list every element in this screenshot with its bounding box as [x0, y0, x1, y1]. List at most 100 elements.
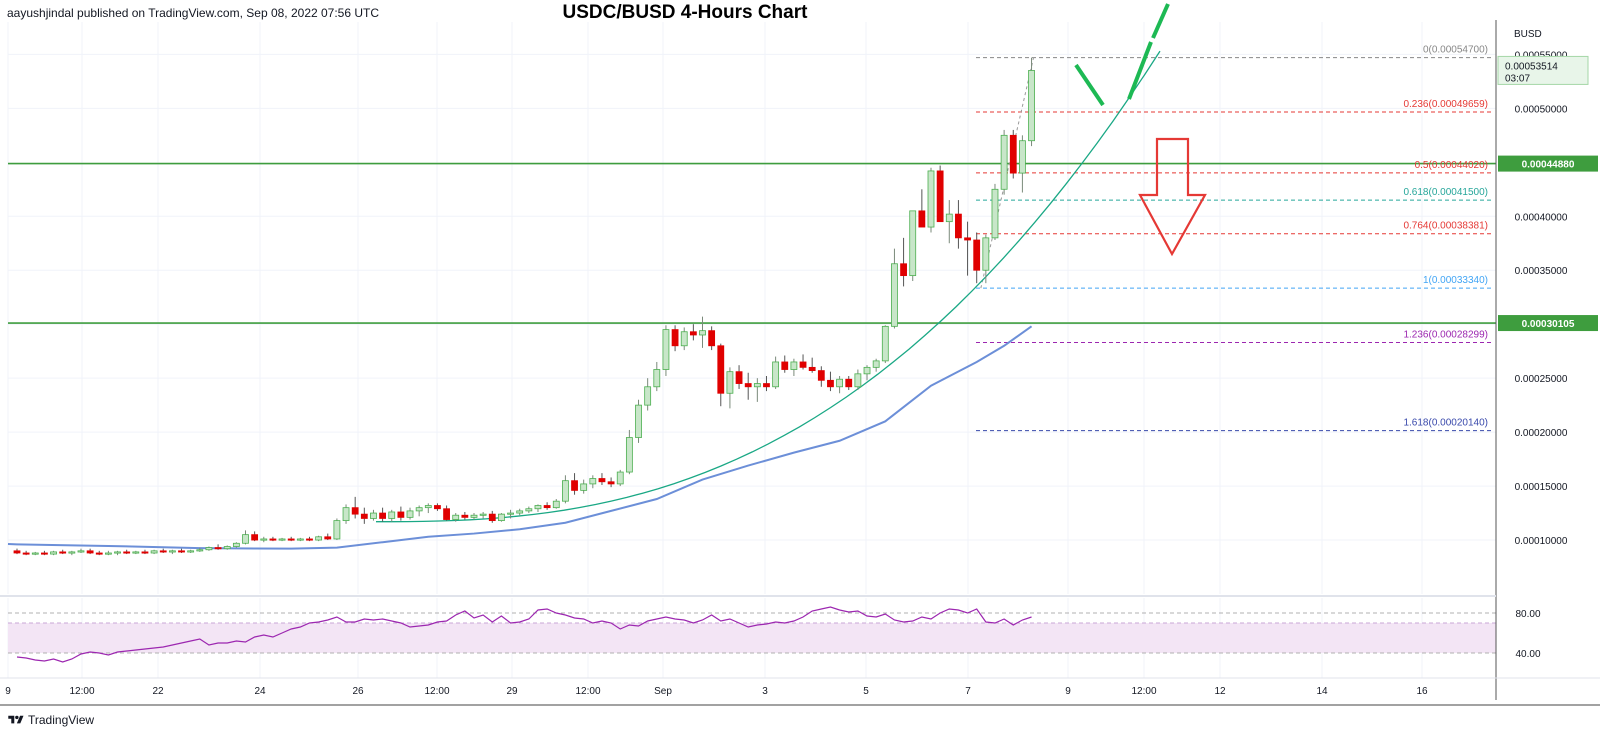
x-tick-label: 12	[1214, 686, 1226, 697]
x-tick-label: 3	[762, 686, 768, 697]
rsi-level-label: 80.00	[1515, 609, 1540, 620]
candle-body	[150, 550, 158, 554]
y-tick-label: 0.00010000	[1515, 536, 1568, 547]
x-tick-label: 7	[965, 686, 971, 697]
candle-body	[461, 514, 469, 518]
candle-body	[397, 511, 405, 518]
candle-body	[424, 505, 432, 509]
candle-body	[507, 512, 514, 515]
candle-body	[251, 534, 259, 541]
candle-body	[13, 550, 21, 554]
candle-body	[918, 210, 926, 228]
candle-body	[443, 508, 450, 520]
x-tick-label: 5	[863, 686, 869, 697]
support-resistance-lines	[8, 162, 1496, 324]
candle-body	[1028, 70, 1035, 142]
candle-body	[845, 378, 853, 388]
candle-body	[817, 370, 825, 381]
candle-body	[86, 550, 94, 554]
candle-body	[415, 507, 423, 512]
fib-level-label: 0.618(0.00041500)	[1403, 187, 1488, 198]
candle-body	[671, 329, 679, 347]
candle-body	[452, 514, 460, 520]
rsi-pane: 80.00 40.00	[8, 606, 1541, 663]
candle-body	[964, 237, 971, 241]
candle-body	[616, 471, 624, 485]
x-tick-label: 22	[152, 686, 164, 697]
x-tick-label: 12:00	[575, 686, 600, 697]
candle-body	[114, 551, 121, 554]
candle-body	[872, 360, 880, 368]
chart-title: USDC/BUSD 4-Hours Chart	[562, 2, 808, 23]
candle-body	[854, 373, 862, 388]
candle-body	[278, 538, 286, 541]
candle-body	[1009, 134, 1017, 174]
candle-body	[863, 366, 871, 375]
fib-level-label: 1.236(0.00028299)	[1403, 330, 1488, 341]
moving-average	[7, 325, 1033, 550]
last-price-label: 0.00053514	[1505, 61, 1558, 72]
x-tick-label: 12:00	[424, 686, 449, 697]
candle-body	[644, 386, 652, 406]
fib-level-label: 0.236(0.00049659)	[1403, 99, 1488, 110]
candle-body	[726, 371, 734, 394]
candle-body	[625, 437, 633, 473]
candle-body	[342, 507, 350, 522]
candle-body	[434, 505, 441, 510]
check-stroke-b	[1127, 41, 1153, 100]
candle-body	[744, 383, 752, 388]
candle-body	[269, 538, 277, 541]
candle-body	[77, 550, 85, 553]
candle-body	[891, 263, 898, 327]
candle-body	[662, 329, 670, 370]
candle-body	[333, 520, 341, 540]
candle-body	[479, 513, 487, 516]
x-tick-label: Sep	[654, 686, 672, 697]
candle-body	[406, 510, 414, 518]
y-tick-label: 0.00020000	[1515, 428, 1568, 439]
candle-body	[936, 170, 944, 223]
rsi-level-label: 40.00	[1515, 649, 1540, 660]
fib-level-label: 1(0.00033340)	[1423, 275, 1488, 286]
x-tick-label: 24	[254, 686, 266, 697]
candlesticks	[13, 57, 1035, 556]
candle-body	[132, 551, 140, 554]
candle-body	[159, 550, 167, 553]
candle-body	[763, 383, 770, 388]
candle-body	[59, 551, 67, 554]
last-price-badge	[1497, 55, 1589, 85]
candle-body	[498, 513, 505, 522]
candle-body	[232, 542, 240, 547]
candle-body	[589, 478, 597, 485]
candle-body	[205, 547, 213, 551]
candle-body	[772, 361, 780, 388]
candle-body	[945, 213, 953, 223]
fib-level-label: 1.618(0.00020140)	[1403, 418, 1488, 429]
x-tick-label: 9	[5, 686, 11, 697]
candle-body	[982, 237, 990, 271]
candle-body	[827, 379, 834, 388]
candle-body	[991, 188, 999, 239]
check-stroke-a	[1074, 63, 1105, 107]
candle-body	[168, 550, 176, 553]
rsi-band	[8, 623, 1496, 653]
y-axis-unit: BUSD	[1514, 29, 1542, 40]
candle-body	[105, 552, 112, 555]
candle-body	[598, 478, 606, 483]
candle-body	[973, 239, 981, 271]
candle-body	[50, 551, 57, 555]
price-badge-label: 0.00044880	[1522, 160, 1575, 171]
x-tick-label: 29	[506, 686, 518, 697]
candle-body	[95, 552, 103, 555]
candle-body	[653, 369, 661, 388]
footer-brand[interactable]: TradingView	[8, 713, 94, 727]
x-tick-label: 12:00	[1131, 686, 1156, 697]
y-tick-label: 0.00055000	[1515, 50, 1568, 61]
candle-body	[836, 378, 843, 388]
candle-body	[68, 551, 76, 554]
candle-body	[680, 331, 688, 347]
candle-body	[388, 511, 396, 519]
tradingview-logo-icon	[8, 715, 24, 724]
